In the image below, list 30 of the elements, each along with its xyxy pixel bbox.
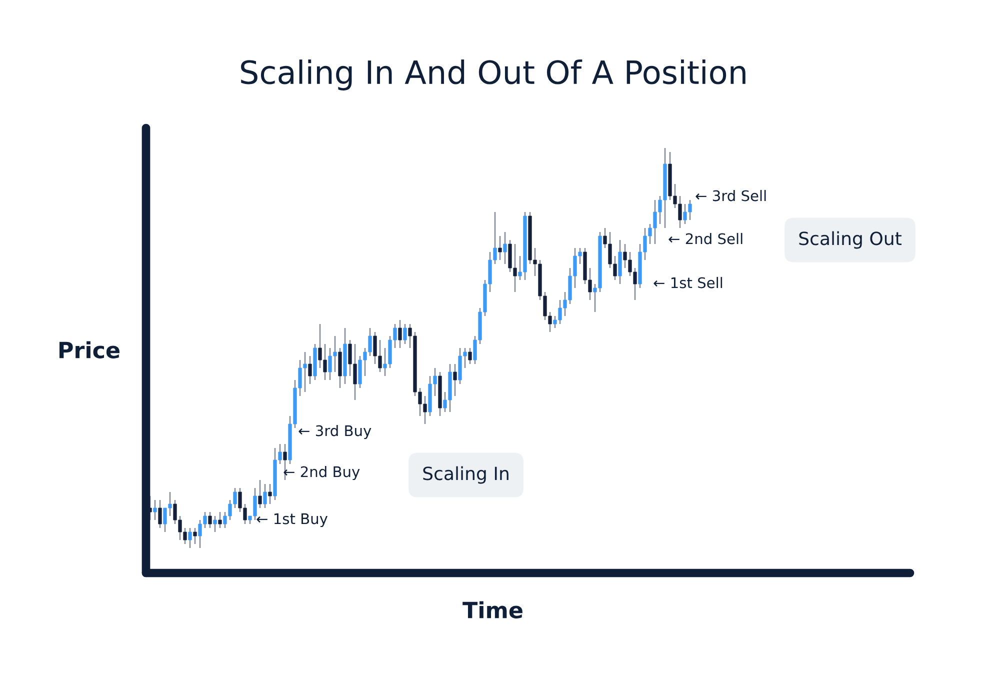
y-axis-title: Price [59,341,120,358]
candlestick [268,483,272,505]
candlestick [308,355,312,385]
candlestick [188,527,192,549]
text: Scaling Out [799,231,902,249]
candlestick [258,479,262,509]
candlestick [208,511,212,529]
candlestick [338,347,342,389]
chart-title: Scaling In And Out Of A Position [241,60,746,90]
x-axis-title: Time [462,601,522,618]
candlestick [498,235,502,261]
candlestick [263,483,267,509]
text: ← 3rd Sell [696,190,766,202]
candlestick [503,231,507,265]
candlestick [398,319,402,349]
candlestick [153,499,157,521]
annotation: ← 2nd Sell [668,232,742,244]
candlestick [158,499,162,529]
annotation: ← 1st Sell [654,276,722,288]
annotation: ← 2nd Buy [284,466,360,480]
candlestick [618,239,622,285]
candlestick [193,527,197,545]
annotation: ← 1st Buy [256,513,328,528]
candlestick [213,515,217,533]
annotation: Scaling In [423,466,508,484]
candlestick [468,347,472,365]
candlestick [453,363,457,397]
annotation: ← 3rd Buy [298,424,372,440]
candlestick [403,323,407,345]
candlestick [218,511,222,529]
